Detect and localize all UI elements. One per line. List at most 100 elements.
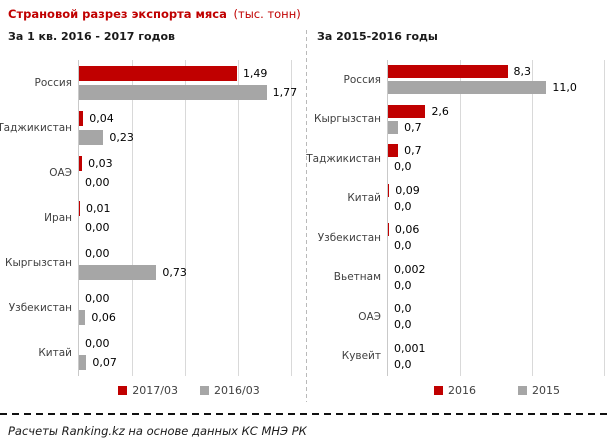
gridline bbox=[291, 60, 292, 376]
bar-value-label: 0,07 bbox=[92, 356, 117, 370]
bar-line: 1,49 bbox=[79, 65, 291, 81]
bar-value-label: 1,77 bbox=[272, 85, 298, 99]
bar-line: 0,0 bbox=[388, 200, 604, 213]
bar-2016 bbox=[388, 223, 389, 237]
bar-2016-03 bbox=[79, 84, 267, 100]
bar-value-label: 0,0 bbox=[394, 278, 412, 292]
bar-line: 0,03 bbox=[79, 155, 291, 171]
category-label: Китай bbox=[347, 192, 381, 205]
bar-line: 0,00 bbox=[79, 246, 291, 261]
chart-left-body: Россия Таджикистан ОАЭ Иран Кыргызстан Узбеки… bbox=[0, 60, 300, 376]
legend-label: 2016/03 bbox=[214, 384, 260, 397]
bar-value-label: 8,3 bbox=[513, 65, 532, 79]
category-label: Иран bbox=[44, 211, 72, 224]
category-label: Китай bbox=[38, 347, 72, 360]
legend-swatch bbox=[118, 386, 128, 395]
bar-value-label: 0,0 bbox=[394, 318, 412, 332]
legend-item: 2017/03 bbox=[118, 384, 178, 397]
bar-2015 bbox=[388, 120, 399, 134]
bar-line: 0,001 bbox=[388, 342, 604, 355]
bar-line: 0,73 bbox=[79, 265, 291, 281]
bar-line: 0,23 bbox=[79, 129, 291, 145]
bar-value-label: 0,00 bbox=[85, 337, 110, 351]
category-group: 0,01 0,00 bbox=[79, 195, 291, 240]
category-group: 2,6 0,7 bbox=[388, 100, 604, 140]
chart-left-legend: 2017/03 2016/03 bbox=[8, 384, 300, 397]
category-group: 0,04 0,23 bbox=[79, 105, 291, 150]
bar-value-label: 0,002 bbox=[394, 262, 426, 276]
bar-line: 1,77 bbox=[79, 84, 297, 100]
bar-line: 0,09 bbox=[388, 183, 604, 197]
chart-right: За 2015-2016 годы Россия Кыргызстан Таджик… bbox=[306, 30, 607, 397]
bar-2016 bbox=[388, 104, 426, 118]
bar-line: 0,002 bbox=[388, 262, 604, 276]
bar-value-label: 2,6 bbox=[431, 104, 449, 118]
bar-value-label: 1,49 bbox=[242, 66, 268, 80]
bar-2017-03 bbox=[79, 200, 81, 216]
category-group: 0,03 0,00 bbox=[79, 150, 291, 195]
bar-line: 0,7 bbox=[388, 144, 604, 158]
bar-value-label: 0,7 bbox=[404, 120, 422, 134]
category-group: 0,7 0,0 bbox=[388, 139, 604, 179]
bar-value-label: 11,0 bbox=[552, 81, 577, 95]
plot-area: 8,3 11,0 2,6 0,7 0,7 0,0 0,09 0,0 0,06 0,0 0,002 0,… bbox=[387, 60, 605, 377]
gridline bbox=[132, 60, 133, 376]
chart-left-subtitle: За 1 кв. 2016 - 2017 годов bbox=[8, 30, 175, 43]
bar-line: 0,00 bbox=[79, 175, 291, 190]
category-group: 0,001 0,0 bbox=[388, 337, 604, 377]
category-group: 0,06 0,0 bbox=[388, 218, 604, 258]
category-labels-column: Россия Кыргызстан Таджикистан Китай Узбекист… bbox=[306, 60, 387, 376]
bar-value-label: 0,06 bbox=[394, 223, 420, 237]
chart-right-body: Россия Кыргызстан Таджикистан Китай Узбекист… bbox=[306, 60, 607, 377]
bar-line: 0,0 bbox=[388, 358, 604, 371]
chart-right-subtitle: За 2015-2016 годы bbox=[317, 30, 438, 43]
category-label: Таджикистан bbox=[0, 121, 72, 134]
category-group: 0,0 0,0 bbox=[388, 297, 604, 337]
gridline bbox=[604, 60, 605, 376]
bar-2017-03 bbox=[79, 155, 83, 171]
legend-label: 2017/03 bbox=[132, 384, 178, 397]
legend-item: 2016/03 bbox=[200, 384, 260, 397]
category-label: Кувейт bbox=[341, 350, 381, 363]
gridline bbox=[459, 60, 461, 376]
bar-line: 0,07 bbox=[79, 355, 291, 371]
bar-line: 0,0 bbox=[388, 279, 604, 292]
category-group: 0,09 0,0 bbox=[388, 179, 604, 219]
category-label: Вьетнам bbox=[333, 271, 381, 284]
bar-groups: 1,49 1,77 0,04 0,23 0,03 0,00 0,01 0,00 0,00 0,73… bbox=[79, 60, 297, 376]
legend-item: 2016 bbox=[434, 384, 476, 397]
legend-swatch bbox=[434, 386, 443, 395]
bar-2016 bbox=[388, 65, 508, 79]
bar-value-label: 0,09 bbox=[395, 183, 420, 197]
bar-line: 2,6 bbox=[388, 104, 604, 118]
gridline bbox=[238, 60, 239, 376]
category-group: 0,00 0,07 bbox=[79, 331, 291, 376]
bar-line: 0,0 bbox=[388, 302, 604, 315]
bar-line: 0,01 bbox=[79, 200, 291, 216]
bar-2016-03 bbox=[79, 265, 157, 281]
legend-label: 2016 bbox=[448, 384, 476, 397]
bar-value-label: 0,04 bbox=[89, 111, 114, 125]
bar-value-label: 0,0 bbox=[394, 357, 412, 371]
category-group: 8,3 11,0 bbox=[388, 60, 604, 100]
legend-item: 2015 bbox=[518, 384, 560, 397]
bar-value-label: 0,7 bbox=[404, 144, 422, 158]
bar-2016-03 bbox=[79, 310, 86, 326]
bar-line: 0,06 bbox=[79, 310, 291, 326]
bar-line: 0,0 bbox=[388, 239, 604, 252]
bar-value-label: 0,0 bbox=[394, 160, 412, 174]
bar-value-label: 0,00 bbox=[85, 220, 110, 234]
bar-line: 0,00 bbox=[79, 291, 291, 306]
category-label: Узбекистан bbox=[317, 231, 381, 244]
gridline bbox=[531, 60, 533, 376]
bar-2016-03 bbox=[79, 355, 87, 371]
category-group: 0,002 0,0 bbox=[388, 258, 604, 298]
plot-area: 1,49 1,77 0,04 0,23 0,03 0,00 0,01 0,00 0,00 0,73… bbox=[78, 60, 297, 376]
category-group: 0,00 0,73 bbox=[79, 241, 291, 286]
category-label: Таджикистан bbox=[306, 152, 381, 165]
bar-2017-03 bbox=[79, 65, 237, 81]
bar-value-label: 0,23 bbox=[109, 130, 134, 144]
category-label: Россия bbox=[343, 73, 381, 86]
category-label: Кыргызстан bbox=[5, 257, 72, 270]
